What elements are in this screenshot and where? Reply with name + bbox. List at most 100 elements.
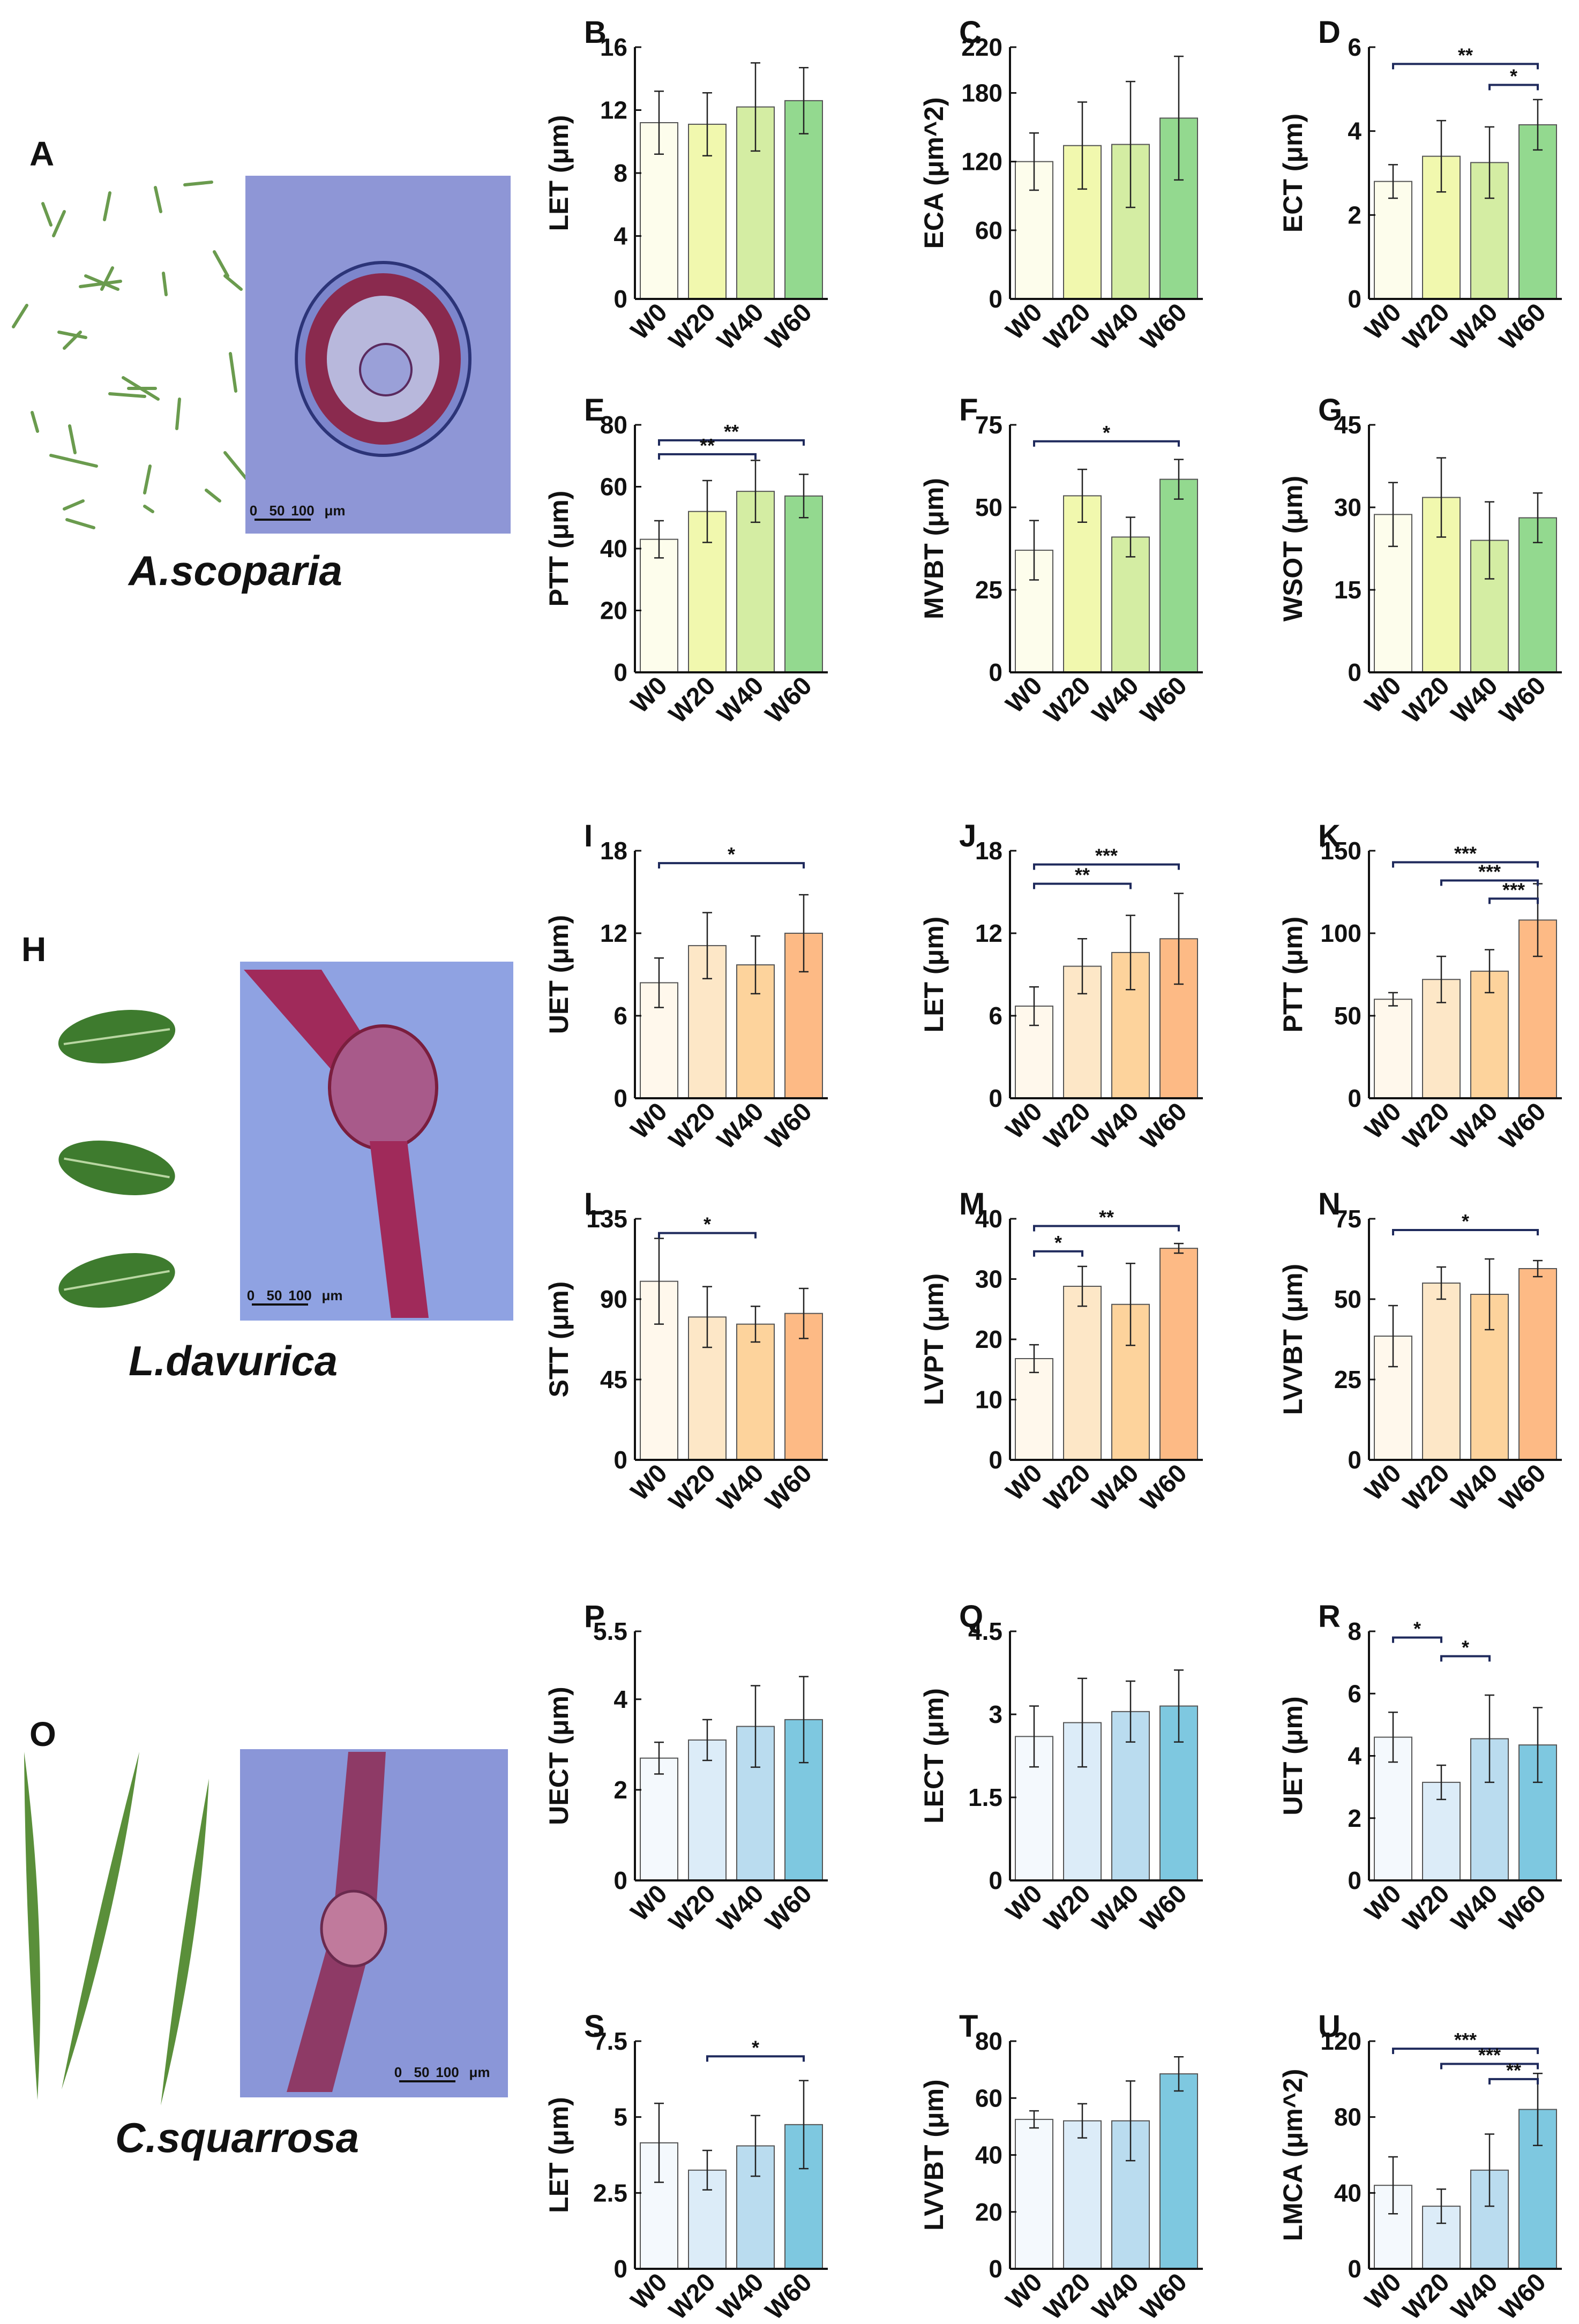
x-tick-label: W60 xyxy=(760,2268,818,2324)
bar-w60 xyxy=(1159,1248,1198,1460)
section-letter-h: H xyxy=(21,930,47,969)
x-tick-label: W60 xyxy=(760,1459,818,1516)
y-tick-label: 6 xyxy=(1348,1680,1361,1707)
y-tick-label: 120 xyxy=(1320,2027,1361,2055)
scale-bar-tick-label: 50 xyxy=(267,1287,282,1303)
panel-letter: Q xyxy=(959,1599,983,1634)
y-tick-label: 8 xyxy=(1348,1617,1361,1645)
y-axis-label: ECT (μm) xyxy=(1278,114,1308,233)
significance-label: *** xyxy=(1095,845,1118,867)
needle xyxy=(41,202,53,227)
panel-letter: I xyxy=(584,819,593,853)
bar-w60 xyxy=(784,495,823,673)
panel-letter: D xyxy=(1318,15,1341,50)
y-tick-label: 12 xyxy=(975,919,1002,947)
significance-label: * xyxy=(1413,1618,1421,1640)
y-tick-label: 0 xyxy=(1348,285,1361,313)
needle xyxy=(154,186,162,213)
needle xyxy=(143,505,154,513)
bar-w20 xyxy=(1063,495,1102,673)
x-tick-label: W60 xyxy=(1494,671,1552,729)
y-tick-label: 120 xyxy=(961,148,1002,176)
y-tick-label: 40 xyxy=(975,1205,1002,1233)
y-tick-label: 180 xyxy=(961,79,1002,107)
y-tick-label: 100 xyxy=(1320,919,1361,947)
significance-bracket xyxy=(1488,84,1539,91)
x-tick-label: W40 xyxy=(712,2268,769,2324)
scale-bar-h: 0 50 100 μm xyxy=(247,1287,343,1306)
y-tick-label: 4.5 xyxy=(968,1617,1002,1645)
significance-label: * xyxy=(704,1213,711,1235)
y-axis-label: PTT (μm) xyxy=(544,491,574,607)
bar-w20 xyxy=(1063,2120,1102,2269)
y-tick-label: 15 xyxy=(1334,576,1361,604)
x-tick-label: W20 xyxy=(1398,1459,1455,1516)
needle xyxy=(49,454,98,468)
midrib-section xyxy=(328,1024,438,1151)
leaf-midrib xyxy=(64,1270,170,1291)
y-axis-label: LMCA (μm^2) xyxy=(1278,2069,1308,2241)
y-tick-label: 2 xyxy=(1348,1804,1361,1832)
y-tick-label: 4 xyxy=(613,1685,627,1713)
panel-letter: C xyxy=(959,15,982,50)
x-tick-label: W20 xyxy=(1398,1097,1455,1154)
x-tick-label: W20 xyxy=(664,2268,721,2324)
significance-bracket xyxy=(1488,897,1539,904)
bar-w40 xyxy=(1111,1303,1150,1460)
y-tick-label: 60 xyxy=(600,473,627,501)
bar-w20 xyxy=(688,1739,727,1881)
photo-micrograph-h xyxy=(240,962,513,1321)
x-tick-label: W20 xyxy=(664,671,721,729)
bar-w60 xyxy=(1159,2073,1198,2269)
bar-w60 xyxy=(1159,478,1198,673)
y-tick-label: 0 xyxy=(989,658,1002,686)
y-tick-label: 8 xyxy=(613,159,627,187)
x-tick-label: W40 xyxy=(1446,1097,1503,1154)
significance-bracket xyxy=(1392,861,1539,868)
y-tick-label: 30 xyxy=(975,1265,1002,1293)
bar-w40 xyxy=(736,1323,775,1461)
x-tick-label: W20 xyxy=(1398,298,1455,355)
y-tick-label: 12 xyxy=(600,96,627,124)
x-tick-label: W40 xyxy=(1446,1459,1503,1516)
y-tick-label: 50 xyxy=(1334,1285,1361,1313)
y-tick-label: 50 xyxy=(1334,1002,1361,1030)
x-tick-label: W20 xyxy=(1398,671,1455,729)
bar-w20 xyxy=(1422,1283,1461,1460)
photo-micrograph-o xyxy=(240,1749,508,2097)
panel-letter: E xyxy=(584,393,605,428)
y-tick-label: 18 xyxy=(975,837,1002,865)
photo-blades xyxy=(24,1752,209,2105)
x-tick-label: W40 xyxy=(1087,298,1144,355)
x-tick-label: W60 xyxy=(1135,1879,1193,1937)
y-tick-label: 60 xyxy=(975,216,1002,244)
y-tick-label: 90 xyxy=(600,1285,627,1313)
scale-bar-o: 0 50 100 μm xyxy=(394,2064,490,2082)
significance-label: *** xyxy=(1478,2044,1501,2066)
y-tick-label: 0 xyxy=(1348,1084,1361,1112)
panel-letter: R xyxy=(1318,1599,1341,1634)
x-tick-label: W60 xyxy=(760,1879,818,1937)
section-letter-o: O xyxy=(29,1715,56,1753)
x-tick-label: W40 xyxy=(712,671,769,729)
needle xyxy=(79,280,122,288)
y-tick-label: 75 xyxy=(975,411,1002,439)
y-tick-label: 0 xyxy=(1348,658,1361,686)
photo-leaves xyxy=(58,1010,176,1308)
y-tick-label: 0 xyxy=(613,1866,627,1894)
scale-bar-tick-label: 0 xyxy=(394,2064,402,2080)
scale-bar-tick-label: μm xyxy=(321,1287,342,1303)
needle xyxy=(183,181,213,186)
y-axis-label: UET (μm) xyxy=(544,915,574,1034)
needle xyxy=(63,499,85,511)
y-tick-label: 220 xyxy=(961,33,1002,61)
x-tick-label: W60 xyxy=(1135,1097,1193,1154)
leaf-blade-section-lower xyxy=(370,1141,429,1318)
significance-bracket xyxy=(658,439,805,446)
significance-label: ** xyxy=(1075,864,1090,886)
scale-bar-a: 0 50 100 μm xyxy=(250,503,346,521)
